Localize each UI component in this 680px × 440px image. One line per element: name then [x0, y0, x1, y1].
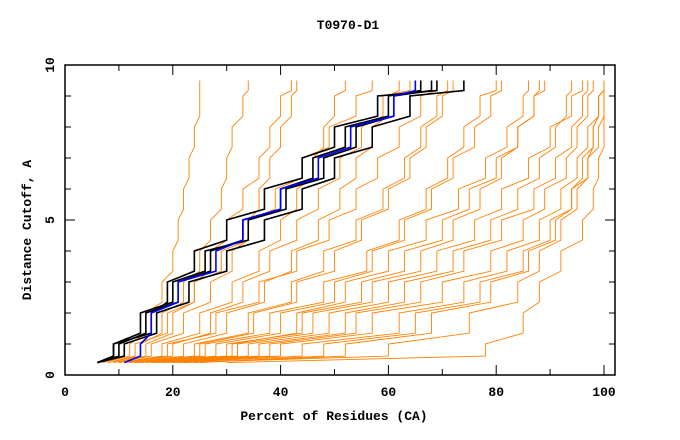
series-line-model-13	[226, 80, 605, 364]
x-tick-labels: 0 20 40 60 80 100	[61, 385, 616, 400]
series-line-model-25	[151, 80, 529, 364]
series-layer	[97, 80, 605, 364]
series-line-model-6	[135, 80, 454, 364]
y-tick-label: 0	[43, 371, 58, 379]
series-line-model-19	[167, 80, 589, 364]
series-line-model-12	[183, 80, 605, 364]
y-tick-labels: 0 5 10	[43, 57, 58, 379]
series-line-highlight-3	[97, 80, 465, 364]
y-tick-label: 10	[43, 57, 58, 73]
y-tick-label: 5	[43, 216, 58, 224]
x-tick-label: 40	[273, 385, 289, 400]
series-line-model-7	[145, 80, 503, 364]
series-line-best	[123, 80, 417, 364]
series-line-model-16	[140, 80, 497, 364]
y-axis-label: Distance Cutoff, A	[20, 160, 35, 301]
series-line-model-18	[129, 80, 449, 364]
series-line-model-2	[108, 80, 249, 364]
chart-title: T0970-D1	[317, 18, 380, 33]
x-tick-label: 80	[488, 385, 504, 400]
series-line-model-21	[118, 80, 438, 364]
series-line-model-10	[172, 80, 594, 364]
axis-ticks	[64, 64, 615, 376]
series-line-model-9	[161, 80, 573, 364]
series-line-model-4	[118, 80, 346, 364]
series-line-model-23	[194, 80, 605, 364]
series-line-model-17	[156, 80, 583, 364]
x-tick-label: 0	[61, 385, 69, 400]
x-tick-label: 100	[592, 385, 616, 400]
series-line-model-22	[135, 80, 546, 364]
series-line-model-11	[199, 80, 605, 364]
x-tick-label: 20	[165, 385, 181, 400]
series-line-model-20	[178, 80, 605, 364]
series-line-model-24	[108, 80, 373, 364]
x-axis-label: Percent of Residues (CA)	[240, 409, 427, 424]
x-tick-label: 60	[381, 385, 397, 400]
plot-frame	[64, 64, 616, 376]
